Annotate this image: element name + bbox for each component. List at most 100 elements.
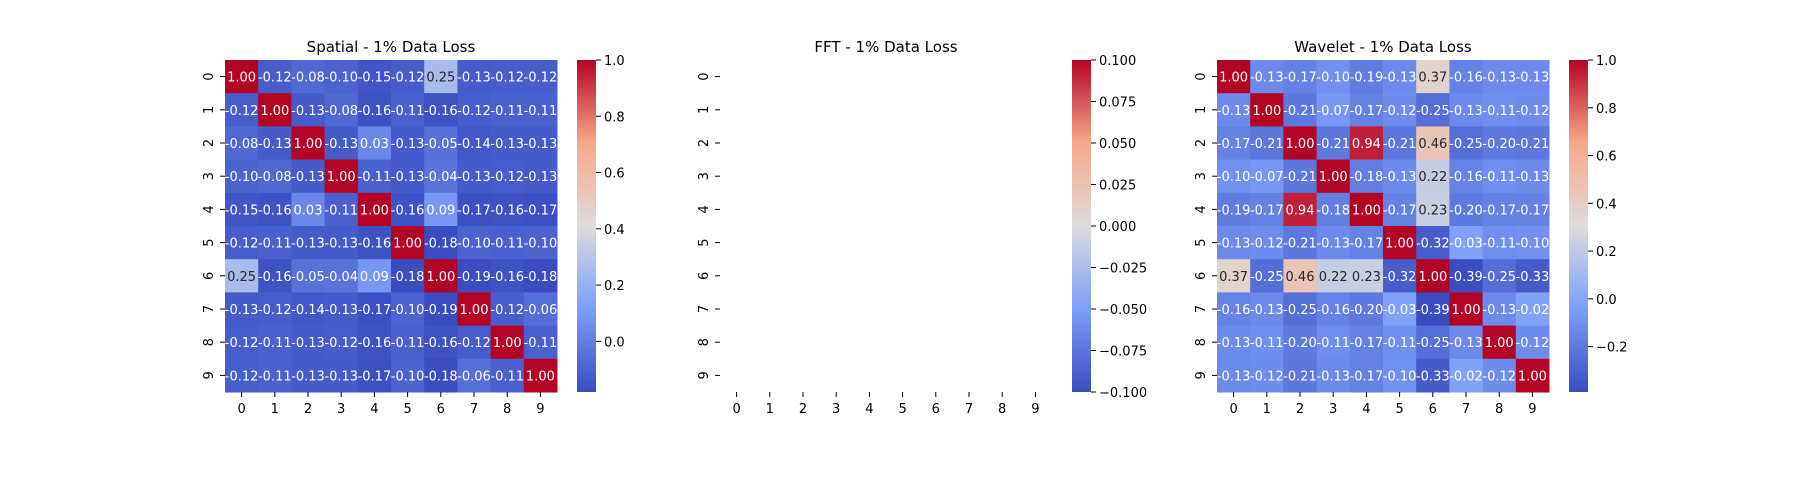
cell-value-label: -0.17 xyxy=(457,203,491,218)
heatmap-cell xyxy=(258,93,292,127)
heatmap-cell xyxy=(1316,93,1351,127)
heatmap-cell xyxy=(324,192,359,227)
heatmap-cell xyxy=(1283,159,1318,194)
heatmap-cell xyxy=(1250,292,1284,327)
heatmap-cell xyxy=(490,192,525,227)
cell-value-label: -0.12 xyxy=(258,71,292,86)
cell-value-label: -0.12 xyxy=(490,170,524,185)
cell-value-label: -0.10 xyxy=(1516,237,1550,252)
heatmap-cell xyxy=(1449,192,1484,227)
cell-value-label: -0.12 xyxy=(1250,369,1284,384)
cell-value-label: -0.15 xyxy=(358,71,392,86)
x-tick-label: 1 xyxy=(766,402,774,417)
cell-value-label: -0.12 xyxy=(1516,336,1550,351)
cell-value-label: -0.10 xyxy=(324,71,358,86)
cell-value-label: -0.17 xyxy=(524,203,558,218)
heatmap-cell xyxy=(258,292,292,327)
heatmap-cell xyxy=(490,358,525,393)
heatmap-cell xyxy=(1217,192,1251,227)
heatmap-cell xyxy=(1416,60,1450,94)
cell-value-label: -0.13 xyxy=(324,137,358,152)
cell-value-label: -0.12 xyxy=(524,71,558,86)
y-tick-label: 8 xyxy=(697,338,712,346)
heatmap-cell xyxy=(457,126,492,161)
cell-value-label: -0.17 xyxy=(1217,137,1251,152)
y-tick-label: 2 xyxy=(202,139,217,147)
heatmap-cell xyxy=(523,93,558,127)
cell-value-label: -0.08 xyxy=(225,137,259,152)
cell-value-label: -0.13 xyxy=(225,303,259,318)
heatmap-cell xyxy=(1283,226,1318,260)
heatmap-cell xyxy=(357,358,392,393)
heatmap-cell xyxy=(523,358,558,393)
cell-value-label: -0.16 xyxy=(1449,170,1483,185)
cell-value-label: -0.11 xyxy=(358,170,392,185)
cell-value-label: -0.39 xyxy=(1416,303,1450,318)
heatmap-cell xyxy=(1283,292,1318,327)
heatmap-cell xyxy=(357,292,392,327)
heatmap-cell xyxy=(523,226,558,260)
cell-value-label: -0.17 xyxy=(1516,203,1550,218)
cell-value-label: -0.16 xyxy=(258,203,292,218)
heatmap-cell xyxy=(258,325,292,360)
heatmap-cell xyxy=(291,126,326,161)
heatmap-cell xyxy=(1416,259,1450,293)
y-tick-label: 0 xyxy=(1194,72,1209,80)
heatmap-cell xyxy=(1416,159,1450,194)
cell-value-label: -0.18 xyxy=(1316,203,1350,218)
heatmap-cell xyxy=(424,192,458,227)
heatmap-cell xyxy=(1283,126,1318,161)
cell-value-label: -0.05 xyxy=(424,137,458,152)
heatmap-cell xyxy=(490,60,525,94)
heatmap-cell xyxy=(523,259,558,293)
cell-value-label: -0.16 xyxy=(490,270,524,285)
cell-value-label: 1.00 xyxy=(1352,203,1381,218)
heatmap-cell xyxy=(1217,159,1251,194)
cell-value-label: 0.22 xyxy=(1319,270,1348,285)
cell-value-label: -0.11 xyxy=(1482,104,1516,119)
colorbar-tick-label: 0.050 xyxy=(1099,137,1136,152)
cell-value-label: -0.16 xyxy=(1449,71,1483,86)
colorbar-tick-label: 0.8 xyxy=(604,110,625,125)
cell-value-label: -0.13 xyxy=(291,170,325,185)
heatmap-cell xyxy=(1449,126,1484,161)
heatmap-cell xyxy=(391,358,425,393)
heatmap-cell xyxy=(1217,259,1251,293)
y-tick-label: 6 xyxy=(202,272,217,280)
cell-value-label: -0.13 xyxy=(291,369,325,384)
heatmap-cell xyxy=(1316,126,1351,161)
heatmap-cell xyxy=(1383,292,1417,327)
cell-value-label: 1.00 xyxy=(294,137,323,152)
heatmap-cell xyxy=(1515,325,1550,360)
heatmap-cell xyxy=(1250,192,1284,227)
heatmap-cell xyxy=(324,226,359,260)
cell-value-label: 1.00 xyxy=(1485,336,1514,351)
heatmap-cell xyxy=(225,358,259,393)
cell-value-label: -0.12 xyxy=(1482,369,1516,384)
cell-value-label: -0.17 xyxy=(1350,369,1384,384)
cell-value-label: -0.18 xyxy=(424,237,458,252)
heatmap-cell xyxy=(324,60,359,94)
x-tick-label: 4 xyxy=(865,402,873,417)
cell-value-label: -0.12 xyxy=(490,71,524,86)
cell-value-label: 0.25 xyxy=(426,71,455,86)
heatmap-cell xyxy=(1217,126,1251,161)
heatmap-cell xyxy=(1416,358,1450,393)
heatmap-cell xyxy=(490,93,525,127)
cell-value-label: -0.21 xyxy=(1283,369,1317,384)
heatmap-cell xyxy=(1416,226,1450,260)
cell-value-label: -0.12 xyxy=(225,237,259,252)
heatmap-cell xyxy=(1482,192,1517,227)
y-tick-label: 7 xyxy=(697,305,712,313)
cell-value-label: -0.16 xyxy=(1316,303,1350,318)
heatmap-cell xyxy=(258,159,292,194)
heatmap-cell xyxy=(1416,126,1450,161)
heatmap-cell xyxy=(391,325,425,360)
heatmap-cell xyxy=(1349,358,1384,393)
cell-value-label: -0.13 xyxy=(1383,170,1417,185)
cell-value-label: -0.13 xyxy=(1482,303,1516,318)
cell-value-label: -0.21 xyxy=(1283,170,1317,185)
x-tick-label: 9 xyxy=(536,402,544,417)
cell-value-label: -0.03 xyxy=(1449,237,1483,252)
colorbar-tick-label: 0.2 xyxy=(604,279,625,294)
